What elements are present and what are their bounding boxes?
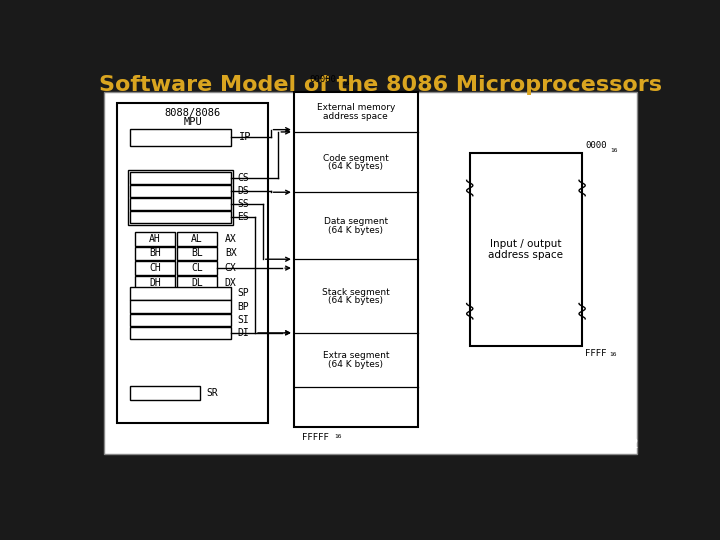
Text: AH: AH (149, 234, 161, 244)
Bar (177, 276, 217, 289)
Text: CX: CX (225, 263, 237, 273)
Bar (135, 261, 175, 275)
Bar (135, 247, 175, 260)
Text: Stack segment: Stack segment (322, 288, 390, 296)
Text: MPU: MPU (184, 117, 202, 127)
Text: DS: DS (238, 186, 249, 196)
Bar (177, 261, 217, 275)
Text: 16: 16 (334, 434, 341, 440)
Text: (64 K bytes): (64 K bytes) (328, 162, 383, 171)
Bar (130, 327, 231, 339)
Text: BP: BP (238, 301, 249, 312)
Bar (128, 170, 233, 225)
Bar (177, 232, 217, 246)
Text: SP: SP (238, 288, 249, 299)
Bar (130, 287, 231, 300)
Bar (130, 129, 231, 146)
Bar (135, 276, 175, 289)
Bar (130, 172, 231, 184)
Text: 8088/8086: 8088/8086 (165, 107, 221, 118)
Text: address space: address space (488, 250, 564, 260)
Bar (130, 300, 231, 313)
Text: CL: CL (191, 263, 203, 273)
Text: 16: 16 (609, 352, 617, 357)
Text: SS: SS (238, 199, 249, 209)
Text: (64 K bytes): (64 K bytes) (328, 296, 383, 305)
Bar (130, 314, 231, 326)
Bar (117, 103, 269, 423)
Text: Extra segment: Extra segment (323, 352, 389, 360)
Text: FFFF: FFFF (585, 349, 607, 358)
Text: 2: 2 (630, 437, 639, 451)
Text: Code segment: Code segment (323, 154, 389, 163)
Text: DI: DI (238, 328, 249, 338)
Text: BX: BX (225, 248, 237, 259)
Text: Data segment: Data segment (324, 218, 388, 226)
Text: DL: DL (191, 278, 203, 288)
Text: ES: ES (238, 212, 249, 222)
Text: CS: CS (238, 173, 249, 183)
Text: DH: DH (149, 278, 161, 288)
Text: External memory: External memory (317, 104, 395, 112)
Bar (104, 92, 637, 454)
Text: SR: SR (206, 388, 218, 398)
Text: Software Model of the 8086 Microprocessors: Software Model of the 8086 Microprocesso… (99, 75, 662, 95)
Bar (130, 185, 231, 197)
Text: (64 K bytes): (64 K bytes) (328, 226, 383, 235)
Text: BL: BL (191, 248, 203, 259)
Text: AX: AX (225, 234, 237, 244)
Text: Input / output: Input / output (490, 239, 562, 249)
Text: FFFFF: FFFFF (302, 433, 328, 442)
Text: CH: CH (149, 263, 161, 273)
Text: AL: AL (191, 234, 203, 244)
Text: 16: 16 (610, 148, 618, 153)
Bar (135, 232, 175, 246)
Bar (177, 247, 217, 260)
Text: (64 K bytes): (64 K bytes) (328, 360, 383, 369)
Text: 16: 16 (343, 80, 350, 85)
Bar (469, 153, 582, 346)
Bar (294, 92, 418, 427)
Bar (130, 211, 231, 224)
Text: BH: BH (149, 248, 161, 259)
Text: 0000: 0000 (585, 141, 607, 150)
Bar (130, 386, 200, 400)
Text: SI: SI (238, 315, 249, 325)
Text: IP: IP (239, 132, 251, 142)
Bar (130, 198, 231, 211)
Text: address space: address space (323, 112, 388, 121)
Text: DX: DX (225, 278, 237, 288)
Text: 00000: 00000 (310, 75, 336, 84)
